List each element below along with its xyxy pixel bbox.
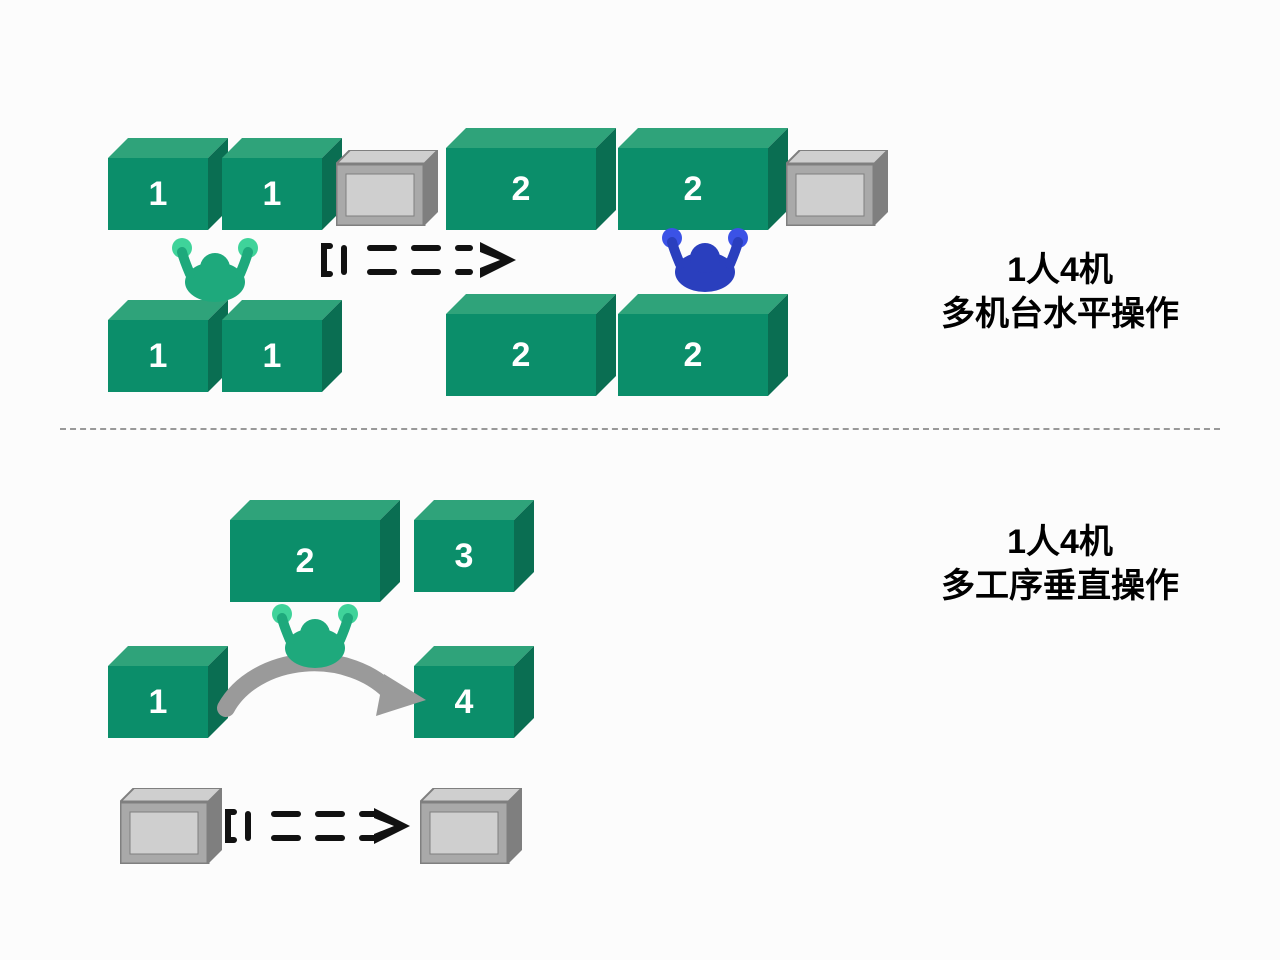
machine-box: 2	[618, 294, 788, 396]
svg-text:1: 1	[263, 175, 282, 213]
tray-g2	[786, 150, 888, 231]
machine-box-t2b: 2	[618, 128, 788, 235]
worker-w1	[170, 234, 260, 309]
machine-box: 3	[414, 500, 534, 592]
svg-text:1: 1	[149, 683, 168, 721]
dashed-arrow-da1	[320, 240, 520, 285]
svg-text:1: 1	[263, 337, 282, 375]
machine-box-v4: 4	[414, 646, 534, 743]
svg-text:1: 1	[149, 337, 168, 375]
tray-g3	[120, 788, 222, 869]
machine-box-v1: 1	[108, 646, 228, 743]
worker-icon	[270, 600, 360, 670]
machine-box: 2	[618, 128, 788, 230]
machine-box: 1	[222, 138, 342, 230]
svg-text:2: 2	[684, 170, 703, 208]
machine-box-t1a: 1	[108, 138, 228, 235]
tray-g4	[420, 788, 522, 869]
tray-g1	[336, 150, 438, 231]
tray-box	[420, 788, 522, 864]
worker-icon	[170, 234, 260, 304]
section-label-line1: 1人4机	[900, 248, 1220, 292]
machine-box-b2a: 2	[446, 294, 616, 401]
svg-text:4: 4	[455, 683, 474, 721]
machine-box: 1	[108, 646, 228, 738]
worker-w2	[660, 224, 750, 299]
worker-icon	[660, 224, 750, 294]
svg-text:2: 2	[296, 542, 315, 580]
machine-box-v3: 3	[414, 500, 534, 597]
section-label-line2: 多工序垂直操作	[900, 564, 1220, 608]
machine-box: 1	[108, 300, 228, 392]
section-label-1: 1人4机多机台水平操作	[900, 248, 1220, 336]
section-divider	[60, 428, 1220, 430]
machine-box-v2: 2	[230, 500, 400, 607]
machine-box: 1	[108, 138, 228, 230]
svg-text:1: 1	[149, 175, 168, 213]
worker-w3	[270, 600, 360, 675]
machine-box: 1	[222, 300, 342, 392]
dashed-arrow-icon	[224, 806, 414, 846]
machine-box-b1b: 1	[222, 300, 342, 397]
tray-box	[120, 788, 222, 864]
svg-text:2: 2	[684, 336, 703, 374]
section-label-2: 1人4机多工序垂直操作	[900, 520, 1220, 608]
svg-text:3: 3	[455, 537, 474, 575]
machine-box-b2b: 2	[618, 294, 788, 401]
machine-box: 2	[446, 128, 616, 230]
machine-box: 2	[230, 500, 400, 602]
dashed-arrow-icon	[320, 240, 520, 280]
machine-box-b1a: 1	[108, 300, 228, 397]
tray-box	[336, 150, 438, 226]
svg-text:2: 2	[512, 170, 531, 208]
section-label-line2: 多机台水平操作	[900, 292, 1220, 336]
dashed-arrow-da2	[224, 806, 414, 851]
tray-box	[786, 150, 888, 226]
section-label-line1: 1人4机	[900, 520, 1220, 564]
machine-box-t2a: 2	[446, 128, 616, 235]
machine-box: 2	[446, 294, 616, 396]
svg-text:2: 2	[512, 336, 531, 374]
machine-box: 4	[414, 646, 534, 738]
machine-box-t1b: 1	[222, 138, 342, 235]
